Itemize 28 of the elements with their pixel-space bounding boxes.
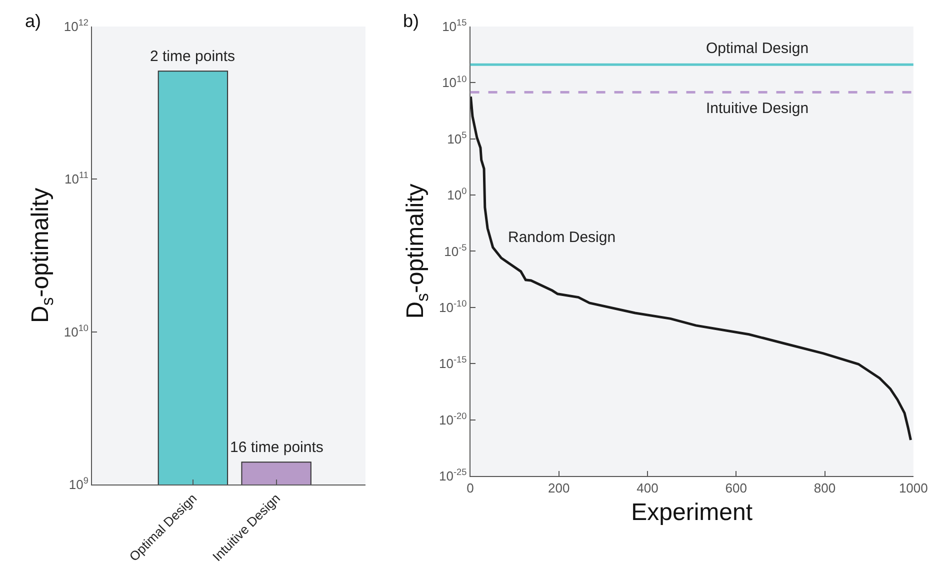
- y-tick-label: 10$^{0}$: [447, 186, 467, 203]
- y-tick-label: 10$^{-5}$: [444, 242, 467, 259]
- x-tick-label: 600: [725, 480, 747, 496]
- x-tick-label: 800: [814, 480, 836, 496]
- ref-line-label: Optimal Design: [706, 40, 809, 57]
- y-tick-label: 10$^{-10}$: [439, 298, 467, 315]
- y-tick-label: 10$^{-20}$: [439, 410, 467, 428]
- y-tick-label: 10$^{10}$: [64, 322, 88, 340]
- x-tick-label: 0: [466, 480, 474, 496]
- x-tick-label: 400: [636, 480, 658, 496]
- y-tick-label: 10$^{10}$: [442, 74, 467, 90]
- y-tick-label: 10$^{-15}$: [439, 354, 467, 372]
- y-tick-label: 10$^{5}$: [447, 130, 467, 146]
- y-tick-label: 10$^{9}$: [68, 476, 88, 492]
- x-axis-title: Experiment: [631, 498, 753, 526]
- y-tick-label: 10$^{12}$: [64, 18, 88, 34]
- text: a): [25, 11, 42, 31]
- y-tick-label: 10$^{15}$: [442, 18, 467, 34]
- y-tick-label: 10$^{11}$: [64, 170, 88, 187]
- x-tick-label: 1000: [898, 480, 928, 496]
- annotation: 16 time points: [230, 439, 324, 456]
- y-tick-label: 10$^{-25}$: [439, 467, 467, 484]
- x-tick-label: 200: [548, 480, 570, 496]
- ref-line-label: Intuitive Design: [706, 100, 809, 117]
- annotation: Random Design: [508, 229, 616, 246]
- line-series: [470, 95, 912, 442]
- annotation: 2 time points: [150, 48, 236, 65]
- text: b): [403, 11, 420, 31]
